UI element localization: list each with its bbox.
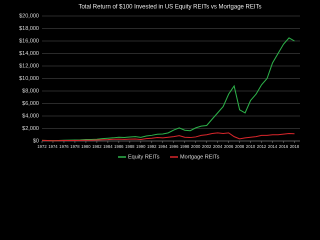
legend-label: Mortgage REITs (180, 154, 220, 160)
x-tick-label: 2018 (290, 144, 300, 149)
x-tick-label: 1998 (180, 144, 190, 149)
y-tick-label: $12,000 (19, 63, 39, 69)
y-tick-label: $4,000 (22, 113, 39, 119)
x-tick-label: 1980 (81, 144, 91, 149)
x-tick-label: 2014 (268, 144, 278, 149)
chart: Total Return of $100 Invested in US Equi… (19, 4, 300, 161)
chart-title: Total Return of $100 Invested in US Equi… (78, 5, 261, 11)
x-tick-label: 2010 (246, 144, 256, 149)
y-tick-label: $2,000 (22, 126, 39, 132)
x-tick-label: 1994 (158, 144, 168, 149)
x-tick-label: 2012 (257, 144, 267, 149)
x-tick-label: 1978 (70, 144, 80, 149)
x-tick-label: 2008 (235, 144, 245, 149)
y-tick-label: $18,000 (19, 26, 39, 32)
x-tick-label: 1996 (169, 144, 179, 149)
x-tick-label: 1986 (114, 144, 124, 149)
legend-label: Equity REITs (128, 154, 160, 160)
y-tick-label: $16,000 (19, 38, 39, 44)
series-line (41, 132, 295, 142)
y-tick-label: $8,000 (22, 88, 39, 94)
x-tick-label: 2004 (213, 144, 223, 149)
x-tick-label: 2016 (279, 144, 289, 149)
y-tick-label: $20,000 (19, 13, 39, 19)
x-tick-label: 1988 (125, 144, 135, 149)
y-tick-label: $14,000 (19, 51, 39, 57)
x-tick-label: 1982 (92, 144, 102, 149)
x-tick-label: 1990 (136, 144, 146, 149)
x-tick-label: 1984 (103, 144, 113, 149)
page: {"chart_data": {"type": "line", "title":… (19, 4, 300, 161)
x-tick-label: 1976 (59, 144, 69, 149)
x-tick-label: 2002 (202, 144, 212, 149)
x-tick-label: 1974 (48, 144, 58, 149)
y-tick-label: $6,000 (22, 101, 39, 107)
x-tick-label: 1992 (147, 144, 157, 149)
y-tick-label: $0 (33, 138, 39, 144)
x-tick-label: 1972 (37, 144, 47, 149)
x-tick-label: 2006 (224, 144, 234, 149)
x-tick-label: 2000 (191, 144, 201, 149)
y-tick-label: $10,000 (19, 76, 39, 82)
series-line (41, 37, 295, 142)
